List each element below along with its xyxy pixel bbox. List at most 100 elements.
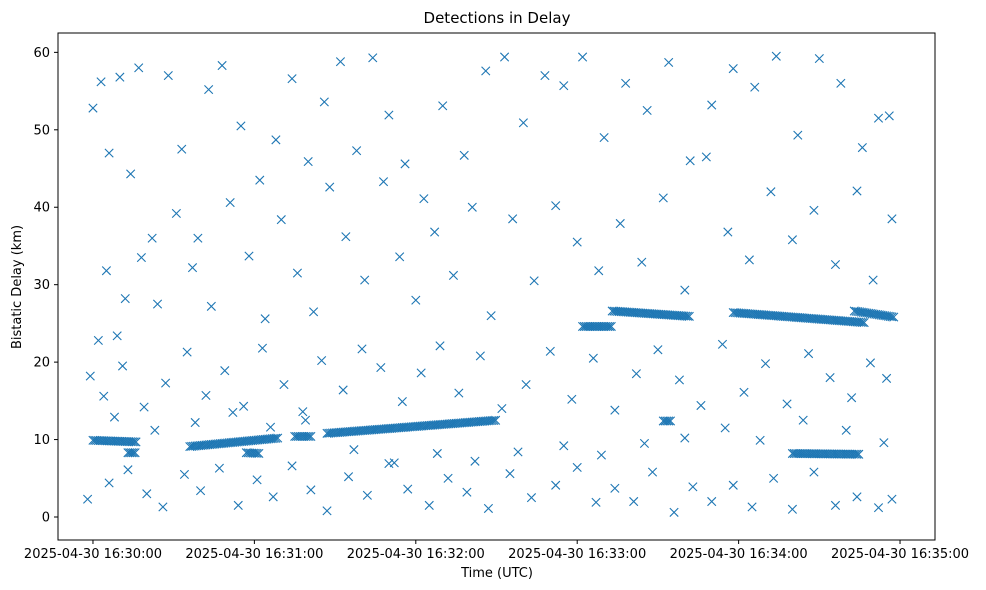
x-axis-ticks: 2025-04-30 16:30:00 2025-04-30 16:31:00 20…: [24, 540, 969, 562]
track-marker: [304, 431, 314, 442]
detection-marker: [152, 299, 163, 309]
detection-marker: [664, 57, 674, 68]
detection-marker: [403, 484, 413, 494]
track-marker: [252, 448, 262, 458]
detection-marker: [728, 64, 738, 74]
detection-marker: [825, 373, 835, 383]
detection-marker: [292, 268, 303, 278]
detection-marker: [220, 366, 230, 376]
track-marker: [129, 437, 139, 447]
detection-marker: [744, 255, 754, 265]
y-axis-ticks: 0 10 20 30 40 50 60: [33, 46, 58, 526]
detection-marker: [454, 388, 464, 398]
detection-marker: [674, 375, 685, 385]
track-marker: [604, 321, 615, 332]
detection-marker: [376, 362, 386, 373]
detection-marker: [322, 506, 332, 516]
detection-marker: [685, 156, 695, 166]
detection-marker: [798, 415, 808, 425]
detection-marker: [123, 465, 133, 475]
detection-marker: [755, 435, 765, 445]
detection-marker: [787, 504, 798, 514]
x-tick-label: 2025-04-30 16:30:00: [24, 547, 162, 562]
detection-marker: [750, 82, 760, 92]
detection-marker: [540, 71, 550, 81]
detection-marker: [352, 146, 362, 156]
detection-marker: [629, 496, 639, 507]
detection-marker: [518, 118, 528, 128]
detection-marker: [120, 294, 130, 304]
detection-marker: [255, 175, 265, 185]
x-axis-title: Time (UTC): [460, 566, 533, 581]
detection-marker: [435, 341, 445, 351]
detection-marker: [214, 463, 224, 473]
track-marker: [126, 448, 137, 458]
detection-marker: [873, 113, 884, 123]
detection-marker: [631, 369, 641, 379]
detection-marker: [424, 500, 434, 510]
detection-marker: [276, 215, 286, 225]
detection-marker: [204, 84, 214, 95]
detection-marker: [723, 227, 733, 237]
detection-marker: [287, 74, 297, 84]
detection-marker: [142, 489, 152, 499]
detection-marker: [486, 311, 496, 321]
detection-marker: [236, 121, 246, 131]
detection-marker: [271, 135, 281, 145]
detection-marker: [225, 198, 235, 208]
track-marker: [606, 321, 616, 332]
detection-marker: [430, 227, 440, 237]
detection-marker: [239, 401, 249, 411]
track-marker: [254, 448, 264, 459]
detection-marker: [308, 307, 319, 317]
x-tick-label: 2025-04-30 16:33:00: [508, 547, 646, 562]
detection-marker: [637, 257, 647, 267]
detection-marker: [526, 493, 537, 503]
detection-markers: [83, 51, 897, 517]
track-marker: [889, 312, 899, 322]
track-marker: [885, 311, 895, 322]
detection-marker: [279, 379, 289, 390]
detection-marker: [378, 177, 389, 187]
plot-frame: [57, 32, 936, 541]
x-tick-label: 2025-04-30 16:32:00: [347, 547, 485, 562]
detection-marker: [470, 456, 480, 466]
detection-marker: [475, 351, 485, 361]
track-marker: [489, 415, 499, 425]
track-marker: [857, 317, 867, 328]
detection-marker: [195, 486, 206, 496]
track-marker: [131, 437, 141, 447]
detection-marker: [707, 496, 717, 507]
detection-marker: [809, 467, 819, 477]
detection-marker: [109, 412, 120, 422]
track-marker: [855, 317, 866, 327]
detection-marker: [647, 467, 658, 477]
x-tick-label: 2025-04-30 16:31:00: [185, 547, 323, 562]
detection-marker: [136, 252, 146, 263]
detection-marker: [669, 507, 679, 517]
detection-marker: [139, 402, 149, 412]
track-marker: [302, 431, 312, 442]
detection-marker: [335, 57, 346, 67]
track-marker: [852, 449, 862, 459]
track-marker: [664, 416, 674, 426]
detection-marker: [99, 391, 109, 401]
track-marker: [665, 416, 676, 426]
detection-marker: [265, 422, 276, 432]
detection-marker: [303, 156, 313, 167]
track-marker: [854, 449, 864, 459]
detection-marker: [467, 202, 477, 212]
detection-marker: [857, 143, 867, 153]
detection-marker: [104, 478, 114, 488]
detection-marker: [873, 503, 884, 513]
detection-marker: [551, 480, 561, 490]
detection-marker: [717, 339, 728, 349]
detection-marker: [696, 400, 706, 411]
detection-marker: [432, 448, 442, 459]
detection-marker: [497, 403, 507, 414]
detection-marker: [83, 494, 93, 504]
detection-marker: [747, 502, 757, 512]
detection-marker: [529, 276, 539, 286]
detection-marker: [887, 494, 897, 504]
detection-marker: [642, 105, 652, 116]
